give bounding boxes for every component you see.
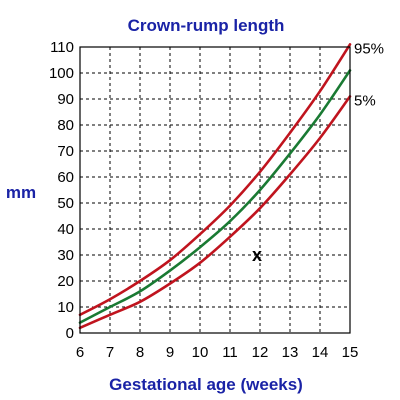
y-tick-label: 100 bbox=[49, 65, 74, 82]
y-tick-label: 70 bbox=[57, 143, 74, 160]
tick-labels: 6 7 8 9 10 11 12 13 14 15 0 10 20 30 40 50 60 70 80 90 100 11… bbox=[49, 39, 358, 361]
y-tick-label: 110 bbox=[50, 39, 74, 56]
y-tick-label: 0 bbox=[66, 325, 74, 342]
y-tick-label: 40 bbox=[57, 221, 74, 238]
measurement-marker: x bbox=[252, 245, 262, 265]
x-tick-label: 7 bbox=[106, 344, 114, 361]
curve-labels: 95% 5% bbox=[354, 40, 384, 109]
x-tick-label: 6 bbox=[76, 344, 84, 361]
y-tick-label: 10 bbox=[57, 299, 74, 316]
plot-frame bbox=[79, 46, 351, 334]
x-tick-label: 13 bbox=[282, 344, 299, 361]
y-tick-label: 20 bbox=[57, 273, 74, 290]
series-line-0 bbox=[78, 43, 352, 317]
curve-label-0: 95% bbox=[354, 40, 384, 57]
curve-label-2: 5% bbox=[354, 92, 376, 109]
x-tick-label: 10 bbox=[192, 344, 209, 361]
series-line-2 bbox=[78, 95, 352, 330]
annotations: x bbox=[252, 245, 262, 265]
series-lines bbox=[78, 43, 352, 330]
grid bbox=[80, 47, 350, 333]
x-tick-label: 11 bbox=[222, 344, 238, 361]
x-tick-label: 9 bbox=[166, 344, 174, 361]
y-tick-label: 60 bbox=[57, 169, 74, 186]
x-tick-label: 15 bbox=[342, 344, 359, 361]
y-tick-label: 90 bbox=[57, 91, 74, 108]
series-line-1 bbox=[78, 69, 352, 324]
y-tick-label: 80 bbox=[57, 117, 74, 134]
y-axis-label: mm bbox=[6, 183, 36, 202]
x-tick-label: 8 bbox=[136, 344, 144, 361]
x-axis-label: Gestational age (weeks) bbox=[109, 375, 303, 394]
y-tick-label: 30 bbox=[57, 247, 74, 264]
x-tick-label: 12 bbox=[252, 344, 269, 361]
y-tick-label: 50 bbox=[57, 195, 74, 212]
chart-title: Crown-rump length bbox=[128, 16, 285, 35]
x-tick-label: 14 bbox=[312, 344, 329, 361]
